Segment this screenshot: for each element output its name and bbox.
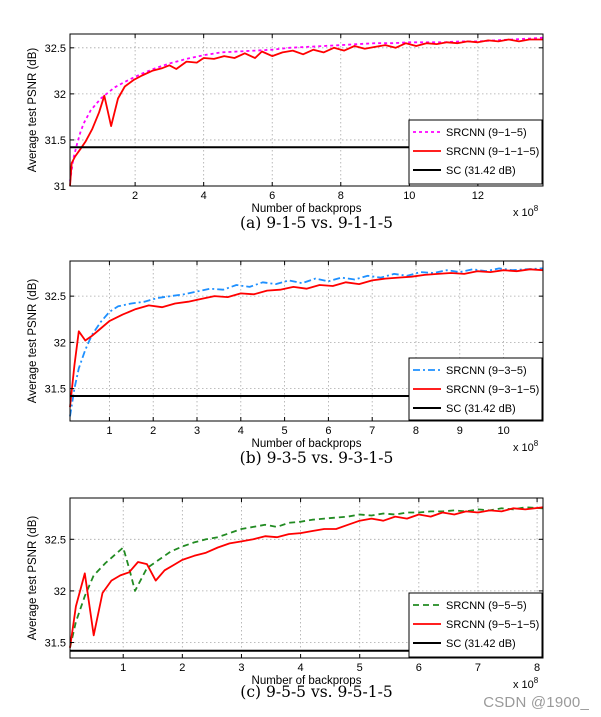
- x-tick-label: 6: [269, 190, 275, 202]
- legend-box: [408, 592, 543, 658]
- x-tick-label: 8: [338, 190, 344, 202]
- y-tick-label: 31: [54, 181, 66, 193]
- x-tick-label: 3: [194, 425, 200, 437]
- x-axis-label: Number of backprops: [252, 675, 362, 687]
- panel-caption: (c) 9-5-5 vs. 9-5-1-5: [240, 683, 392, 701]
- x-tick-label: 1: [120, 662, 126, 674]
- panel-caption: (b) 9-3-5 vs. 9-3-1-5: [240, 449, 394, 467]
- plot-frame: [69, 260, 544, 422]
- y-axis-label: Average test PSNR (dB): [27, 48, 39, 173]
- legend-label-3: SC (31.42 dB): [446, 403, 516, 415]
- x-tick-label: 5: [357, 662, 363, 674]
- x-tick-label: 10: [403, 190, 415, 202]
- x-tick-label: 2: [150, 425, 156, 437]
- legend: SRCNN (9−5−5) SRCNN (9−5−1−5) SC (31.42 dB…: [408, 592, 543, 658]
- x-tick-label: 1: [106, 425, 112, 437]
- x-tick-label: 7: [369, 425, 375, 437]
- x-multiplier-exponent: 8: [534, 439, 539, 448]
- legend-label-2: SRCNN (9−5−1−5): [446, 619, 539, 631]
- x-multiplier: x 108: [513, 204, 539, 219]
- y-tick-label: 32.5: [45, 291, 66, 303]
- x-multiplier: x 108: [513, 676, 539, 691]
- y-tick-label: 32.5: [45, 534, 66, 546]
- y-tick-label: 32: [54, 586, 66, 598]
- legend-label-1: SRCNN (9−5−5): [446, 600, 527, 612]
- legend: SRCNN (9−3−5) SRCNN (9−3−1−5) SC (31.42 dB…: [408, 357, 543, 421]
- y-axis-label: Average test PSNR (dB): [27, 516, 39, 641]
- plot-frame: [69, 33, 544, 187]
- x-multiplier-exponent: 8: [534, 204, 539, 213]
- x-tick-label: 6: [416, 662, 422, 674]
- legend: SRCNN (9−1−5) SRCNN (9−1−1−5) SC (31.42 dB…: [408, 119, 543, 185]
- y-tick-label: 31.5: [45, 638, 66, 650]
- x-multiplier-exponent: 8: [534, 676, 539, 685]
- x-axis-label: Number of backprops: [252, 438, 362, 450]
- panel-caption: (a) 9-1-5 vs. 9-1-1-5: [240, 214, 393, 232]
- x-tick-label: 3: [238, 662, 244, 674]
- y-tick-label: 31.5: [45, 384, 66, 396]
- x-tick-label: 2: [132, 190, 138, 202]
- series-line-2: [69, 506, 544, 648]
- csdn-watermark: CSDN @1900_: [483, 694, 589, 711]
- x-tick-label: 4: [238, 425, 244, 437]
- y-tick-label: 32: [54, 89, 66, 101]
- chart-panel-1: 2 4 6 8 10 12 31 31.5 32 32.5 Number of backprops A…: [27, 33, 544, 232]
- legend-label-3: SC (31.42 dB): [446, 165, 516, 177]
- y-axis-label: Average test PSNR (dB): [27, 279, 39, 404]
- x-multiplier: x 108: [513, 439, 539, 454]
- legend-label-2: SRCNN (9−3−1−5): [446, 384, 539, 396]
- x-tick-label: 5: [282, 425, 288, 437]
- legend-label-1: SRCNN (9−1−5): [446, 127, 527, 139]
- x-tick-label: 9: [457, 425, 463, 437]
- x-tick-label: 6: [325, 425, 331, 437]
- x-tick-label: 4: [298, 662, 304, 674]
- x-tick-label: 7: [475, 662, 481, 674]
- y-tick-label: 31.5: [45, 135, 66, 147]
- legend-label-3: SC (31.42 dB): [446, 638, 516, 650]
- series-line-2: [69, 268, 544, 408]
- x-tick-label: 12: [472, 190, 484, 202]
- legend-box: [408, 119, 543, 185]
- x-tick-label: 10: [497, 425, 509, 437]
- x-tick-label: 8: [413, 425, 419, 437]
- chart-panel-3: 1 2 3 4 5 6 7 8 31.5 32 32.5 Number of backprops Ave…: [27, 497, 544, 701]
- x-axis-label: Number of backprops: [252, 203, 362, 215]
- legend-label-2: SRCNN (9−1−1−5): [446, 146, 539, 158]
- plot-frame: [69, 497, 544, 659]
- x-tick-label: 4: [201, 190, 207, 202]
- legend-label-1: SRCNN (9−3−5): [446, 365, 527, 377]
- y-tick-label: 32: [54, 337, 66, 349]
- y-tick-label: 32.5: [45, 43, 66, 55]
- series-line-2: [69, 38, 543, 187]
- series-line-1: [69, 267, 544, 417]
- chart-panel-2: 1 2 3 4 5 6 7 8 9 10 31.5 32 32.5 Number of backprops…: [27, 260, 544, 467]
- x-tick-label: 8: [534, 662, 540, 674]
- x-tick-label: 2: [179, 662, 185, 674]
